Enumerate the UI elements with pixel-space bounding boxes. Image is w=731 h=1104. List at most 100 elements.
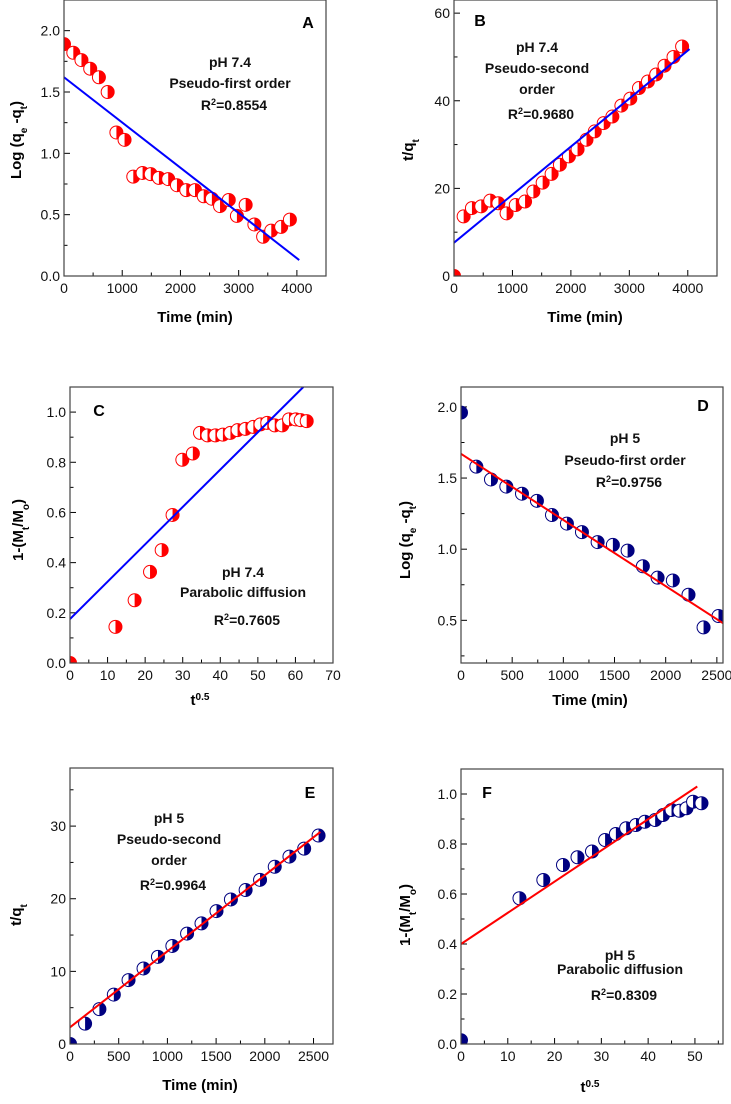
- data-point: [620, 543, 635, 558]
- panel-b: 0 1000 2000 3000 4000 0 20 40 60 Time (min) t/qt Bp…: [400, 0, 718, 326]
- marker-filled-half: [701, 796, 708, 810]
- annotation-line: pH 7.4: [516, 39, 558, 55]
- marker-filled-half: [577, 142, 585, 156]
- panel-letter: B: [474, 13, 486, 30]
- r-squared-value: 0.8309: [614, 987, 657, 1003]
- plot-area: [454, 39, 691, 276]
- y-tick-label: 0.2: [438, 986, 458, 1002]
- x-tick-label: 0: [450, 280, 458, 296]
- y-axis-label: Log (qe -qt): [8, 101, 30, 179]
- x-tick-label: 1500: [599, 667, 630, 683]
- y-tick-label: 1.0: [438, 541, 458, 557]
- label-segment: ): [397, 884, 414, 889]
- r-squared-label: R2=0.9964: [140, 877, 206, 893]
- y-tick-label: 10: [50, 963, 66, 979]
- label-segment: ): [8, 101, 25, 106]
- label-segment: Log (q: [397, 533, 414, 579]
- y-tick-label: 1.0: [41, 145, 61, 161]
- data-point: [311, 828, 326, 843]
- data-point: [127, 593, 142, 608]
- marker-filled-half: [525, 195, 532, 209]
- marker-filled-half: [682, 39, 689, 53]
- plot-area: [64, 37, 300, 261]
- marker-filled-half: [70, 1037, 77, 1044]
- data-point: [605, 109, 620, 124]
- y-tick-label: 20: [50, 891, 66, 907]
- label-segment: /M: [10, 510, 27, 527]
- x-tick-label: 2500: [701, 667, 731, 683]
- x-tick-label: 0: [60, 280, 68, 296]
- fit-line: [64, 76, 300, 261]
- x-tick-label: 4000: [281, 280, 312, 296]
- r-squared-value: 0.9964: [163, 877, 206, 893]
- fit-line: [70, 387, 305, 620]
- plot-area: [461, 785, 709, 1044]
- equals: =: [606, 987, 614, 1003]
- label-segment: 1-(M: [397, 915, 414, 946]
- equals: =: [155, 877, 163, 893]
- marker-filled-half: [461, 406, 468, 420]
- annotation-line: pH 5: [610, 430, 641, 446]
- x-tick-label: 30: [594, 1048, 610, 1064]
- plot-frame: [453, 0, 718, 277]
- marker-filled-half: [115, 620, 122, 634]
- y-axis-label: 1-(Mt/Mo): [10, 499, 32, 561]
- marker-filled-half: [461, 1033, 468, 1044]
- data-point: [70, 1037, 77, 1044]
- r-symbol: R: [201, 97, 211, 113]
- marker-filled-half: [454, 269, 461, 276]
- equals: =: [229, 612, 237, 628]
- label-segment: Time (min): [162, 1077, 238, 1094]
- annotation-line: Pseudo-first order: [169, 75, 291, 91]
- label-segment: ): [397, 501, 414, 506]
- plot-frame: [460, 768, 724, 1045]
- plot-area: [461, 405, 723, 635]
- r-squared-value: 0.9680: [531, 106, 574, 122]
- marker-filled-half: [124, 133, 132, 147]
- r-squared-value: 0.9756: [619, 474, 662, 490]
- y-tick-label: 0.4: [47, 555, 67, 571]
- label-segment: Time (min): [547, 309, 623, 326]
- plot-frame: [69, 767, 334, 1045]
- data-point: [78, 1016, 93, 1031]
- panel-a: 0 1000 2000 3000 4000 0.0 0.5 1.0 1.5 2.0 Time (mi…: [8, 0, 327, 326]
- data-point: [154, 543, 169, 558]
- x-tick-label: 20: [137, 667, 153, 683]
- y-tick-label: 2.0: [41, 23, 61, 39]
- label-segment: 1-(M: [10, 530, 27, 561]
- marker-filled-half: [304, 842, 311, 856]
- marker-filled-half: [718, 609, 723, 623]
- x-axis-label: Time (min): [552, 692, 628, 709]
- annotation-line: pH 7.4: [222, 564, 264, 580]
- marker-filled-half: [612, 110, 619, 124]
- r-exponent: 2: [150, 877, 155, 887]
- marker-filled-half: [703, 620, 711, 634]
- y-tick-label: 0.0: [41, 268, 61, 284]
- plot-area: [70, 387, 314, 663]
- fit-line: [70, 831, 321, 1029]
- data-point: [552, 157, 567, 172]
- r-exponent: 2: [224, 612, 229, 622]
- label-segment: t: [581, 1079, 586, 1096]
- panel-letter: C: [93, 403, 105, 420]
- x-axis-label: Time (min): [547, 309, 623, 326]
- data-point: [117, 132, 132, 147]
- x-axis-label: Time (min): [162, 1077, 238, 1094]
- y-tick-label: 60: [434, 5, 450, 21]
- x-tick-label: 1500: [201, 1048, 232, 1064]
- data-point: [681, 587, 696, 602]
- y-tick-label: 20: [434, 180, 450, 196]
- x-tick-label: 50: [250, 667, 266, 683]
- y-tick-label: 0.2: [47, 605, 67, 621]
- r-exponent: 2: [518, 106, 523, 116]
- r-squared-label: R2=0.7605: [214, 612, 280, 628]
- y-tick-label: 0.5: [41, 207, 61, 223]
- data-point: [175, 452, 190, 467]
- x-tick-label: 2000: [555, 280, 586, 296]
- x-tick-label: 2500: [298, 1048, 329, 1064]
- y-tick-label: 1.0: [438, 786, 458, 802]
- data-point: [238, 197, 253, 212]
- marker-filled-half: [672, 573, 680, 587]
- data-point: [70, 656, 77, 663]
- x-tick-label: 0: [66, 1048, 74, 1064]
